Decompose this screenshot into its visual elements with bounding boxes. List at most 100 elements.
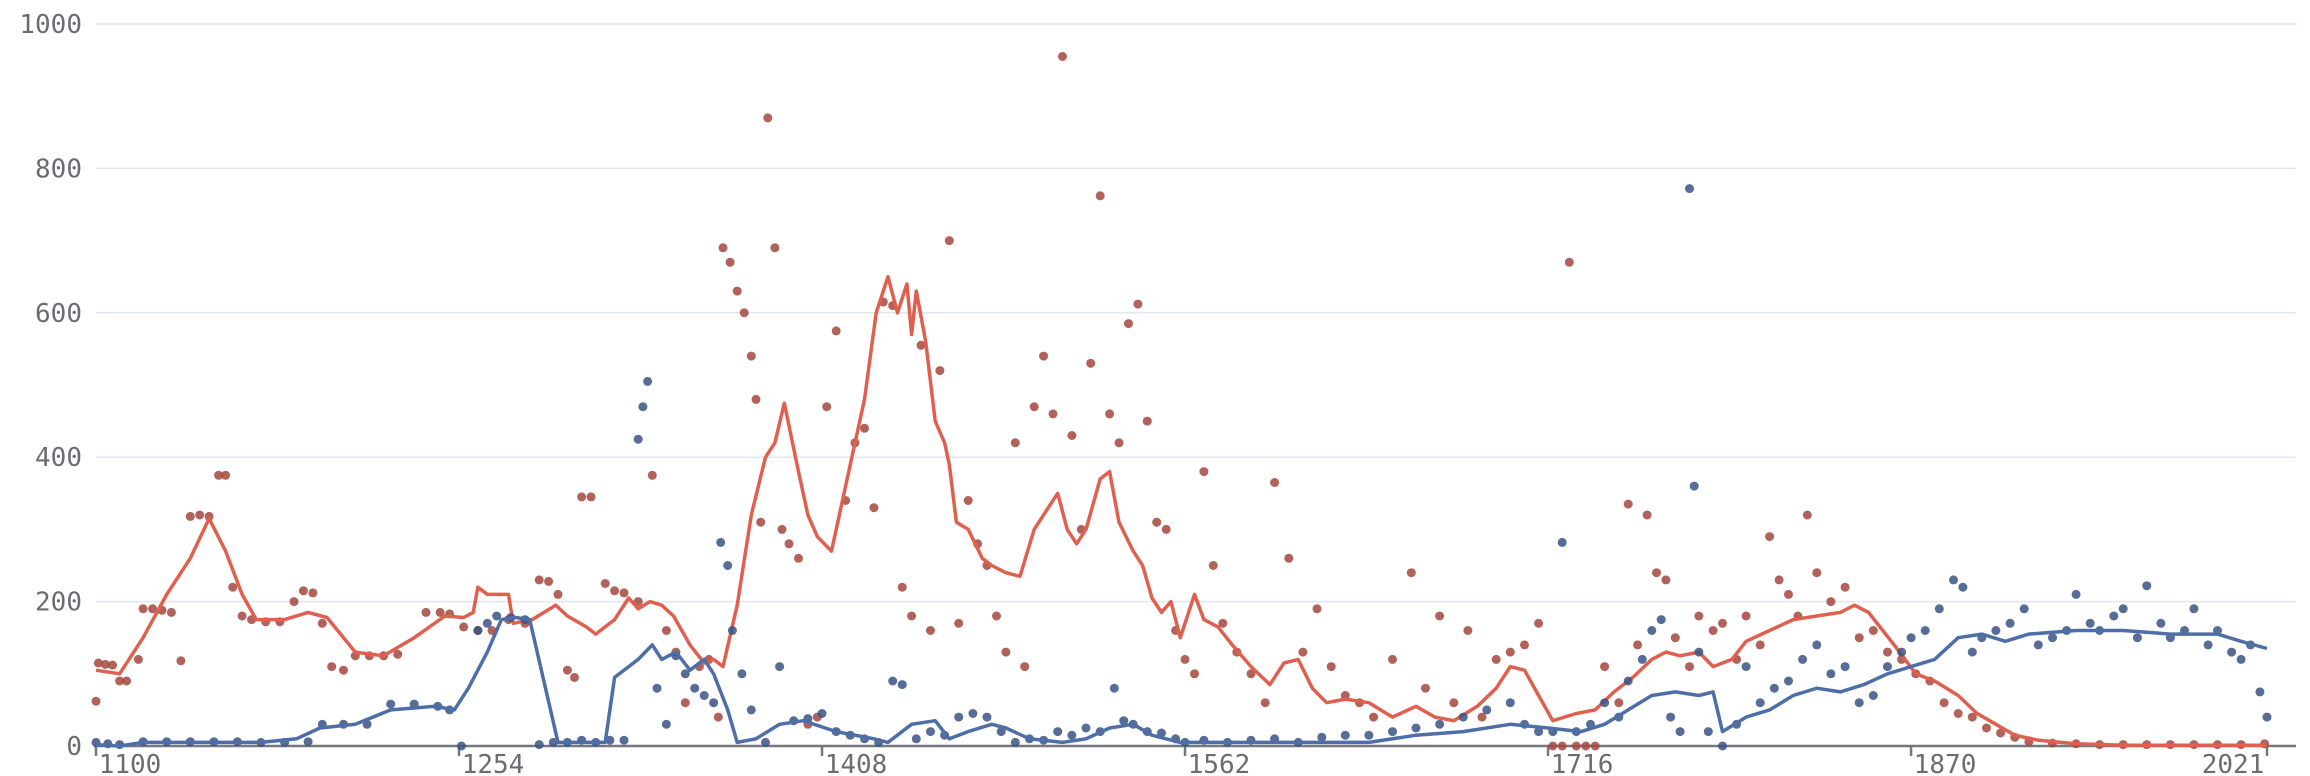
data-point xyxy=(690,683,700,693)
data-point xyxy=(1675,727,1685,737)
data-point xyxy=(133,654,143,664)
data-point xyxy=(1340,730,1350,740)
data-point xyxy=(756,517,766,527)
data-point xyxy=(1364,730,1374,740)
data-point xyxy=(935,366,945,376)
data-point xyxy=(713,712,723,722)
data-point xyxy=(1741,662,1751,672)
data-point xyxy=(2132,633,2142,643)
data-point xyxy=(1520,640,1529,650)
data-point xyxy=(1020,662,1030,672)
data-point xyxy=(1755,640,1765,650)
data-point xyxy=(93,658,103,668)
data-point xyxy=(1652,568,1661,578)
data-point xyxy=(718,243,728,253)
y-tick-label: 600 xyxy=(35,299,82,329)
data-point xyxy=(1491,654,1501,664)
data-point xyxy=(709,698,719,708)
data-point xyxy=(1883,647,1892,657)
data-point xyxy=(577,492,587,502)
data-point xyxy=(1388,654,1397,664)
data-point xyxy=(115,676,125,686)
data-point xyxy=(298,586,308,596)
data-point xyxy=(746,351,756,361)
data-point xyxy=(2203,640,2213,650)
data-point xyxy=(1180,654,1190,664)
x-tick-label: 1562 xyxy=(1188,750,1251,776)
data-point xyxy=(770,243,780,253)
data-point xyxy=(2048,633,2057,643)
data-point xyxy=(1124,319,1133,329)
data-point xyxy=(435,607,445,617)
data-point xyxy=(1661,575,1671,585)
data-point xyxy=(1152,517,1162,527)
data-point xyxy=(1991,626,2001,635)
data-point xyxy=(784,539,794,549)
data-point xyxy=(204,511,214,521)
data-point xyxy=(586,492,596,502)
data-point xyxy=(1784,676,1793,686)
data-point xyxy=(544,576,554,586)
data-point xyxy=(1114,438,1124,448)
data-point xyxy=(91,696,101,706)
x-tick-label: 1870 xyxy=(1914,750,1977,776)
x-tick-label: 1408 xyxy=(825,750,888,776)
data-point xyxy=(817,709,827,718)
data-point xyxy=(619,735,629,745)
data-point xyxy=(822,402,832,412)
data-point xyxy=(954,618,964,628)
data-point xyxy=(761,737,770,747)
data-point xyxy=(327,662,337,672)
data-point xyxy=(1001,647,1011,657)
data-point xyxy=(2189,604,2199,614)
data-point xyxy=(2071,589,2081,599)
data-point xyxy=(1039,351,1049,361)
data-point xyxy=(732,286,742,296)
data-point xyxy=(600,579,610,588)
data-point xyxy=(1623,676,1633,686)
data-point xyxy=(1246,669,1256,679)
data-point xyxy=(2156,618,2166,628)
data-point xyxy=(1840,662,1850,672)
data-point xyxy=(1967,647,1977,657)
data-point xyxy=(303,737,313,747)
data-point xyxy=(1312,604,1322,614)
data-point xyxy=(751,394,761,404)
data-point xyxy=(680,669,690,679)
data-point xyxy=(1053,727,1063,737)
data-point xyxy=(992,611,1001,621)
data-point xyxy=(1317,732,1327,742)
data-point xyxy=(716,537,726,547)
data-point xyxy=(1010,438,1020,448)
data-point xyxy=(1685,662,1694,672)
x-tick-label: 1254 xyxy=(462,750,525,776)
data-point xyxy=(1369,712,1379,722)
data-point xyxy=(1958,582,1968,592)
data-point xyxy=(652,683,662,693)
data-point xyxy=(308,588,318,598)
data-point xyxy=(1406,568,1416,578)
data-point xyxy=(1458,712,1468,722)
data-point xyxy=(1105,409,1115,419)
data-point xyxy=(1637,654,1647,664)
data-point xyxy=(1642,510,1652,520)
data-point xyxy=(1298,647,1308,657)
data-point xyxy=(1435,611,1445,621)
data-point xyxy=(605,735,615,745)
data-point xyxy=(1765,532,1775,542)
y-axis: 0 200 400 600 800 1000 xyxy=(19,10,82,762)
data-point xyxy=(746,705,756,715)
data-point xyxy=(926,727,935,737)
data-point xyxy=(831,326,841,336)
data-point xyxy=(2262,712,2272,722)
data-point xyxy=(739,308,749,318)
data-point xyxy=(1906,633,1916,643)
data-point xyxy=(794,553,803,563)
data-point xyxy=(1095,191,1105,201)
data-point xyxy=(2085,618,2095,628)
data-point xyxy=(661,719,671,729)
data-point xyxy=(1119,716,1129,726)
data-point xyxy=(1854,633,1864,643)
x-axis: 1100 1254 1408 1562 1716 1870 2021 xyxy=(94,744,2296,776)
data-point xyxy=(1326,662,1336,672)
